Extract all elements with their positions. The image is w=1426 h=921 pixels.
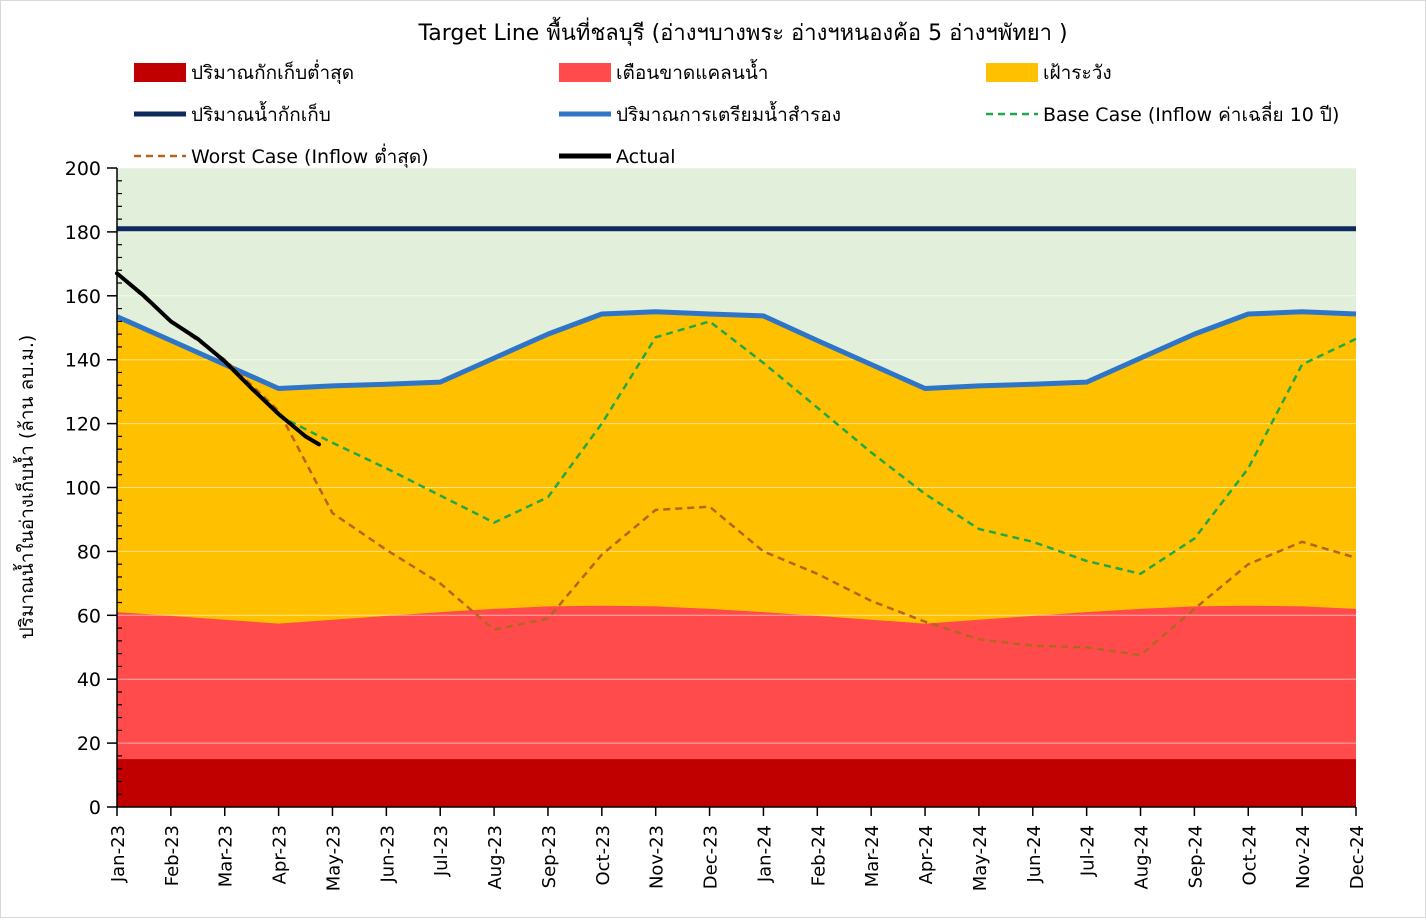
x-tick-label: Nov-24 <box>1293 825 1314 889</box>
x-tick-label: Mar-24 <box>862 825 883 887</box>
x-tick-label: Oct-24 <box>1239 825 1260 886</box>
legend-label: ปริมาณน้ำกักเก็บ <box>191 101 331 126</box>
x-tick-label: Aug-23 <box>485 825 506 890</box>
x-tick-label: Jul-23 <box>431 825 452 877</box>
y-tick-label: 40 <box>77 669 101 691</box>
x-tick-label: Nov-23 <box>647 825 668 889</box>
x-tick-label: Oct-23 <box>593 825 614 886</box>
minimum-storage-area <box>117 759 1356 807</box>
x-tick-label: May-24 <box>970 825 991 891</box>
y-tick-label: 140 <box>65 350 101 372</box>
x-tick-label: May-23 <box>323 825 344 891</box>
x-tick-label: Jan-24 <box>754 825 775 883</box>
x-tick-label: Feb-23 <box>162 825 183 886</box>
x-tick-label: Jul-24 <box>1078 825 1099 877</box>
legend-swatch <box>559 63 611 82</box>
plot-area <box>115 167 1357 807</box>
y-tick-label: 60 <box>77 605 101 627</box>
y-tick-label: 0 <box>89 797 101 819</box>
legend-label: ปริมาณกักเก็บต่ำสุด <box>191 59 354 85</box>
x-tick-label: Aug-24 <box>1132 825 1153 890</box>
legend-label: Worst Case (Inflow ต่ำสุด) <box>191 143 429 169</box>
legend-label: Base Case (Inflow ค่าเฉลี่ย 10 ปี) <box>1043 101 1339 126</box>
x-tick-label: Dec-23 <box>701 825 722 889</box>
x-tick-label: Sep-23 <box>539 825 560 888</box>
x-tick-label: Sep-24 <box>1185 825 1206 888</box>
y-tick-label: 200 <box>65 158 101 180</box>
actual-line <box>115 271 321 447</box>
x-tick-label: Apr-24 <box>916 825 937 884</box>
base-case-line <box>278 320 1357 576</box>
x-tick-label: Apr-23 <box>270 825 291 884</box>
y-tick-label: 20 <box>77 733 101 755</box>
x-tick-label: Dec-24 <box>1347 825 1368 889</box>
x-tick-label: Jun-23 <box>377 825 398 884</box>
chart-title: Target Line พื้นที่ชลบุรี (อ่างฯบางพระ อ… <box>417 17 1067 46</box>
y-axis-label: ปริมาณน้ำในอ่างเก็บน้ำ (ล้าน ลบ.ม.) <box>13 335 38 640</box>
shortage-warning-area <box>117 605 1356 807</box>
legend-label: เตือนขาดแคลนน้ำ <box>616 59 768 84</box>
legend-label: เฝ้าระวัง <box>1043 62 1112 84</box>
x-tick-label: Jan-23 <box>108 825 129 883</box>
x-tick-label: Mar-23 <box>216 825 237 887</box>
legend-swatch <box>986 63 1038 82</box>
axes: 0 20 40 60 80 100 120 140 160 180 200 Jan-23 Feb-23 M… <box>65 158 1368 891</box>
y-tick-label: 80 <box>77 541 101 563</box>
y-tick-label: 180 <box>65 222 101 244</box>
x-tick-label: Feb-24 <box>808 825 829 886</box>
legend-label: ปริมาณการเตรียมน้ำสำรอง <box>616 101 841 126</box>
y-tick-label: 100 <box>65 478 101 500</box>
y-tick-label: 160 <box>65 286 101 308</box>
y-tick-label: 120 <box>65 414 101 436</box>
legend: ปริมาณกักเก็บต่ำสุด เตือนขาดแคลนน้ำ เฝ้าระ… <box>134 59 1339 169</box>
reserve-line <box>115 309 1357 391</box>
legend-swatch <box>134 63 186 82</box>
legend-label: Actual <box>616 146 676 168</box>
x-tick-label: Jun-24 <box>1024 825 1045 884</box>
